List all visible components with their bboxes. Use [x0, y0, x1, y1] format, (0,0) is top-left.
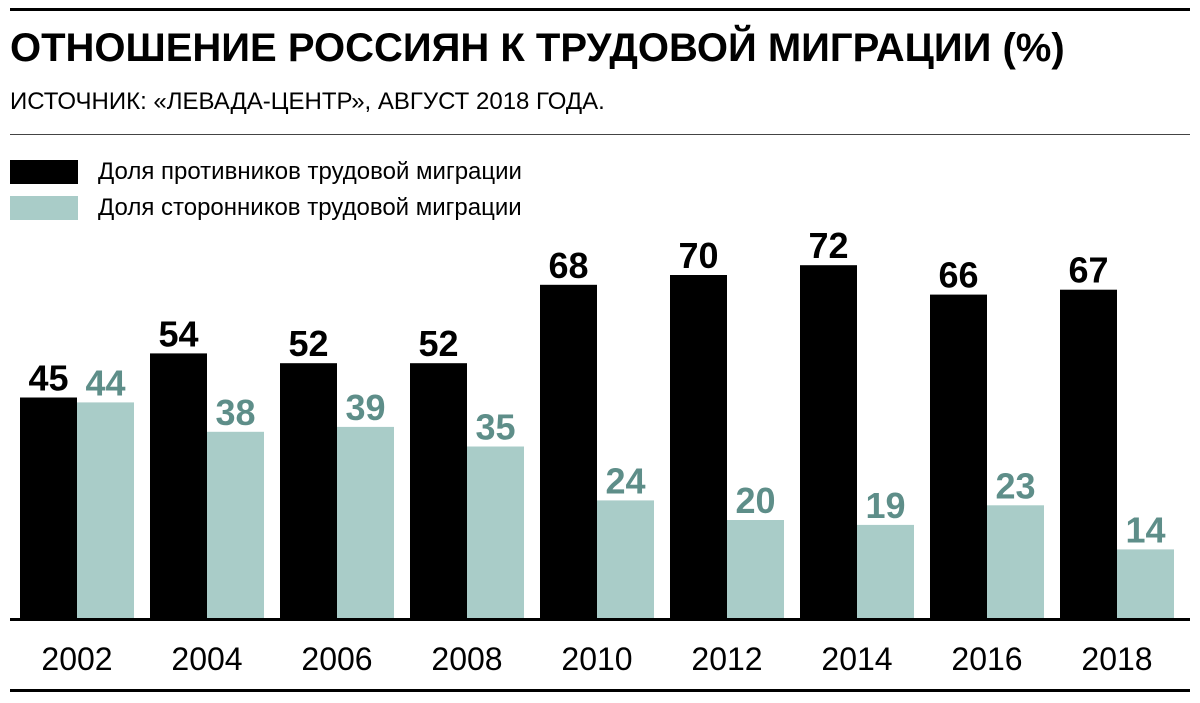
bottom-rule: [10, 689, 1190, 692]
bar-supporters-2002: [77, 402, 134, 618]
value-label-opponents-2012: 70: [678, 235, 718, 276]
legend-swatch-opponents: [10, 160, 78, 184]
header-divider: [10, 134, 1190, 135]
bar-supporters-2006: [337, 426, 394, 618]
value-label-opponents-2006: 52: [288, 323, 328, 364]
legend-item-supporters: Доля сторонников трудовой миграции: [10, 190, 522, 226]
value-label-opponents-2008: 52: [418, 323, 458, 364]
bar-opponents-2006: [280, 363, 337, 618]
value-label-supporters-2004: 38: [215, 392, 255, 433]
top-rule: [10, 8, 1190, 11]
value-label-opponents-2004: 54: [158, 313, 198, 354]
value-label-opponents-2010: 68: [548, 245, 588, 286]
x-tick-label-2006: 2006: [301, 641, 372, 677]
value-label-supporters-2018: 14: [1125, 509, 1165, 550]
chart-title: ОТНОШЕНИЕ РОССИЯН К ТРУДОВОЙ МИГРАЦИИ (%…: [10, 26, 1065, 70]
x-tick-label-2008: 2008: [431, 641, 502, 677]
bar-opponents-2008: [410, 363, 467, 618]
legend: Доля противников трудовой миграции Доля …: [10, 154, 522, 226]
value-label-opponents-2002: 45: [28, 358, 68, 399]
bar-supporters-2014: [857, 524, 914, 618]
value-label-supporters-2014: 19: [865, 485, 905, 526]
bar-opponents-2012: [670, 275, 727, 618]
legend-label-supporters: Доля сторонников трудовой миграции: [98, 194, 522, 221]
value-label-supporters-2002: 44: [85, 362, 125, 403]
bar-supporters-2010: [597, 500, 654, 618]
bar-opponents-2018: [1060, 289, 1117, 618]
bar-supporters-2016: [987, 505, 1044, 618]
value-label-opponents-2016: 66: [938, 255, 978, 296]
x-tick-label-2018: 2018: [1081, 641, 1152, 677]
value-label-supporters-2006: 39: [345, 387, 385, 428]
legend-swatch-supporters: [10, 196, 78, 220]
value-label-supporters-2008: 35: [475, 407, 515, 448]
x-tick-label-2004: 2004: [171, 641, 242, 677]
x-tick-label-2012: 2012: [691, 641, 762, 677]
x-tick-label-2010: 2010: [561, 641, 632, 677]
x-tick-label-2016: 2016: [951, 641, 1022, 677]
x-axis-line: [10, 618, 1190, 621]
value-label-supporters-2012: 20: [735, 480, 775, 521]
bar-opponents-2014: [800, 265, 857, 618]
value-label-supporters-2010: 24: [605, 460, 645, 501]
bar-supporters-2004: [207, 431, 264, 618]
bar-supporters-2018: [1117, 549, 1174, 618]
bar-opponents-2016: [930, 294, 987, 618]
legend-label-opponents: Доля противников трудовой миграции: [98, 158, 522, 185]
bar-supporters-2008: [467, 446, 524, 618]
value-label-opponents-2018: 67: [1068, 250, 1108, 291]
x-tick-label-2002: 2002: [41, 641, 112, 677]
x-tick-label-2014: 2014: [821, 641, 892, 677]
legend-item-opponents: Доля противников трудовой миграции: [10, 154, 522, 190]
bar-opponents-2010: [540, 284, 597, 618]
bar-opponents-2002: [20, 397, 77, 618]
bar-opponents-2004: [150, 353, 207, 618]
value-label-supporters-2016: 23: [995, 465, 1035, 506]
bar-supporters-2012: [727, 520, 784, 618]
chart-source: ИСТОЧНИК: «ЛЕВАДА-ЦЕНТР», АВГУСТ 2018 ГО…: [10, 88, 605, 115]
value-label-opponents-2014: 72: [808, 225, 848, 266]
